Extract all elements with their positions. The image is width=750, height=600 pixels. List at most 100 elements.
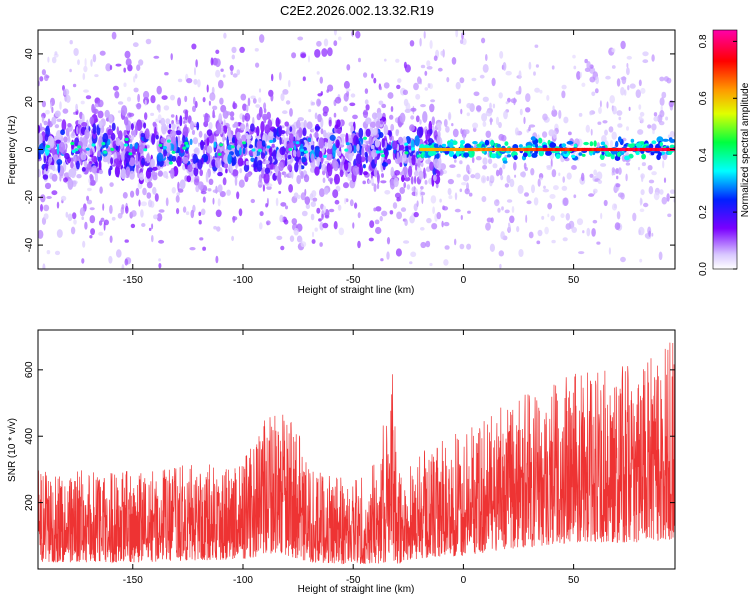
heatmap-cell bbox=[91, 143, 96, 147]
x-tick-label: 50 bbox=[568, 275, 580, 286]
heatmap-cell bbox=[232, 101, 236, 110]
heatmap-cell bbox=[332, 145, 336, 158]
heatmap-cell bbox=[486, 176, 490, 182]
heatmap-cell bbox=[197, 159, 203, 170]
heatmap-cell bbox=[327, 47, 333, 57]
heatmap-cell bbox=[158, 258, 162, 262]
heatmap-cell bbox=[339, 133, 346, 138]
heatmap-cell bbox=[207, 188, 212, 192]
heatmap-cell bbox=[571, 226, 577, 233]
heatmap-cell bbox=[643, 202, 649, 208]
heatmap-cell bbox=[518, 147, 522, 152]
heatmap-cell bbox=[404, 176, 411, 182]
heatmap-cell bbox=[561, 185, 568, 191]
heatmap-cell bbox=[197, 79, 201, 88]
x-tick-label: -50 bbox=[346, 575, 361, 586]
heatmap-cell bbox=[333, 30, 337, 36]
heatmap-cell bbox=[247, 97, 251, 107]
heatmap-cell bbox=[581, 153, 586, 157]
heatmap-cell bbox=[399, 187, 406, 194]
heatmap-cell bbox=[432, 206, 435, 214]
heatmap-cell bbox=[498, 92, 503, 99]
heatmap-cell bbox=[56, 229, 63, 238]
heatmap-cell bbox=[573, 194, 577, 199]
heatmap-cell bbox=[551, 239, 556, 244]
heatmap-cell bbox=[576, 218, 584, 226]
heatmap-cell bbox=[600, 141, 606, 146]
heatmap-cell bbox=[616, 78, 621, 87]
heatmap-cell bbox=[606, 147, 610, 152]
heatmap-cell bbox=[304, 196, 311, 205]
heatmap-cell bbox=[410, 115, 415, 120]
heatmap-cell bbox=[123, 116, 129, 126]
heatmap-cell bbox=[47, 56, 50, 63]
heatmap-cell bbox=[42, 174, 49, 180]
heatmap-cell bbox=[523, 162, 527, 170]
heatmap-cell bbox=[354, 202, 358, 209]
heatmap-cell bbox=[644, 147, 648, 152]
heatmap-cell bbox=[414, 188, 419, 197]
heatmap-cell bbox=[343, 105, 348, 112]
heatmap-cell bbox=[179, 179, 186, 190]
heatmap-cell bbox=[471, 77, 477, 82]
heatmap-cell bbox=[555, 147, 559, 152]
heatmap-cell bbox=[510, 98, 517, 104]
heatmap-cell bbox=[199, 237, 204, 241]
heatmap-cell bbox=[408, 165, 413, 178]
heatmap-cell bbox=[364, 99, 369, 105]
heatmap-cell bbox=[222, 110, 229, 119]
heatmap-cell bbox=[421, 147, 425, 152]
heatmap-cell bbox=[152, 166, 158, 171]
heatmap-cell bbox=[322, 129, 327, 138]
heatmap-cell bbox=[136, 119, 143, 131]
heatmap-cell bbox=[92, 123, 97, 135]
heatmap-cell bbox=[549, 194, 556, 199]
heatmap-cell bbox=[295, 157, 299, 165]
heatmap-cell bbox=[236, 131, 241, 141]
heatmap-cell bbox=[63, 177, 68, 183]
heatmap-cell bbox=[669, 130, 675, 138]
heatmap-cell bbox=[104, 109, 110, 118]
heatmap-cell bbox=[303, 174, 310, 183]
heatmap-cell bbox=[51, 56, 57, 64]
heatmap-cell bbox=[275, 197, 279, 207]
heatmap-cell bbox=[566, 140, 574, 145]
heatmap-cell bbox=[573, 143, 578, 149]
heatmap-cell bbox=[320, 128, 324, 135]
heatmap-cell bbox=[496, 143, 502, 148]
heatmap-cell bbox=[420, 186, 424, 190]
heatmap-cell bbox=[364, 151, 368, 158]
heatmap-cell bbox=[593, 140, 597, 147]
heatmap-cell bbox=[71, 131, 75, 137]
heatmap-cell bbox=[218, 79, 224, 89]
heatmap-cell bbox=[287, 164, 293, 171]
heatmap-cell bbox=[44, 74, 49, 82]
heatmap-cell bbox=[322, 222, 329, 229]
heatmap-cell bbox=[120, 168, 127, 180]
heatmap-cell bbox=[525, 107, 531, 113]
heatmap-cell bbox=[54, 51, 58, 56]
heatmap-cell bbox=[664, 147, 668, 152]
heatmap-cell bbox=[504, 183, 510, 188]
heatmap-cell bbox=[535, 143, 538, 148]
heatmap-cell bbox=[466, 243, 472, 250]
heatmap-cell bbox=[87, 187, 92, 192]
heatmap-cell bbox=[470, 147, 474, 152]
heatmap-cell bbox=[386, 237, 391, 245]
heatmap-cell bbox=[91, 103, 95, 113]
heatmap-cell bbox=[459, 188, 463, 193]
heatmap-cell bbox=[67, 123, 72, 128]
heatmap-cell bbox=[383, 82, 390, 89]
heatmap-cell bbox=[479, 147, 484, 152]
heatmap-cell bbox=[395, 129, 399, 137]
heatmap-cell bbox=[245, 104, 249, 112]
heatmap-cell bbox=[156, 213, 163, 222]
heatmap-cell bbox=[579, 71, 583, 78]
heatmap-cell bbox=[134, 142, 139, 150]
heatmap-cell bbox=[129, 170, 135, 180]
heatmap-cell bbox=[198, 142, 200, 147]
heatmap-cell bbox=[610, 147, 615, 152]
heatmap-cell bbox=[98, 231, 104, 236]
heatmap-cell bbox=[183, 120, 186, 125]
heatmap-cell bbox=[639, 111, 645, 117]
